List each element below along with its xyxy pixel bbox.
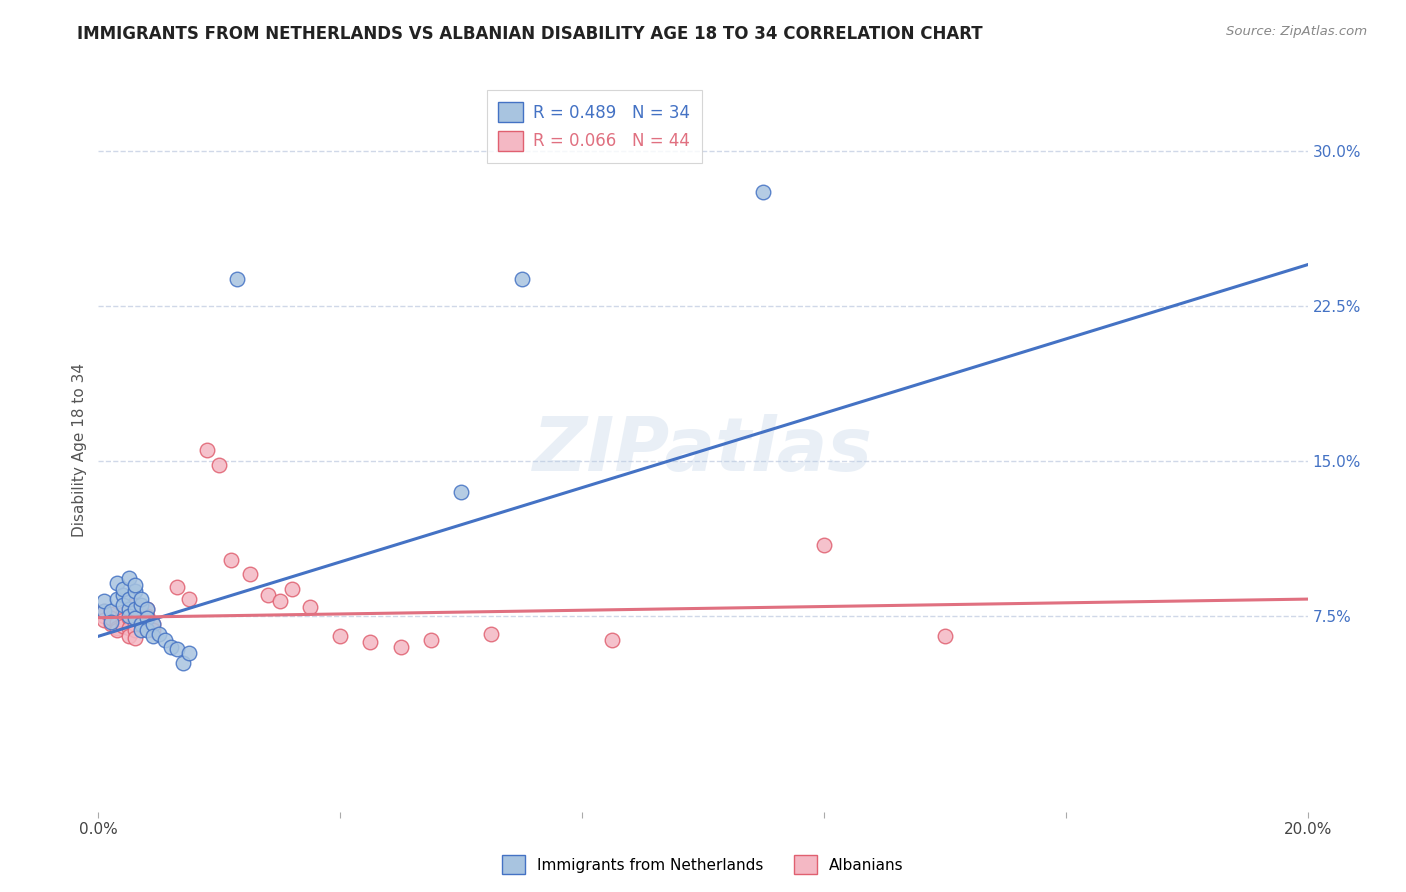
Point xyxy=(142,623,165,637)
Point xyxy=(100,605,122,619)
Point xyxy=(129,623,152,637)
Point xyxy=(129,592,152,607)
Point xyxy=(124,599,146,613)
Point xyxy=(111,619,134,633)
Point xyxy=(221,553,243,567)
Point xyxy=(118,610,141,624)
Point xyxy=(124,616,146,631)
Point xyxy=(166,641,188,656)
Point xyxy=(239,567,262,582)
Point xyxy=(135,602,157,616)
Point xyxy=(93,594,115,608)
Point xyxy=(124,602,146,616)
Point xyxy=(226,272,249,286)
Point xyxy=(172,656,194,670)
Point xyxy=(118,602,141,616)
Point xyxy=(179,592,201,607)
Point xyxy=(129,599,152,613)
Point xyxy=(118,608,141,623)
Point xyxy=(93,613,115,627)
Point xyxy=(481,627,503,641)
Point xyxy=(208,458,231,472)
Point xyxy=(420,633,443,648)
Point xyxy=(752,186,775,200)
Point xyxy=(124,610,146,624)
Point xyxy=(105,615,128,629)
Point xyxy=(360,635,382,649)
Point xyxy=(111,607,134,621)
Legend: R = 0.489   N = 34, R = 0.066   N = 44: R = 0.489 N = 34, R = 0.066 N = 44 xyxy=(486,90,702,162)
Point xyxy=(93,605,115,619)
Point xyxy=(93,605,115,619)
Point xyxy=(135,602,157,616)
Point xyxy=(135,610,157,624)
Point xyxy=(160,640,183,654)
Point xyxy=(105,621,128,635)
Point xyxy=(124,632,146,646)
Point xyxy=(135,608,157,623)
Point xyxy=(510,272,533,286)
Point xyxy=(129,615,152,629)
Point xyxy=(195,443,218,458)
Point xyxy=(135,623,157,637)
Point xyxy=(118,621,141,635)
Point xyxy=(124,608,146,623)
Point xyxy=(329,629,352,643)
Point xyxy=(118,629,141,643)
Point xyxy=(105,592,128,607)
Point xyxy=(100,607,122,621)
Point xyxy=(153,633,176,648)
Point xyxy=(269,594,291,608)
Point xyxy=(124,623,146,637)
Point xyxy=(111,588,134,602)
Point xyxy=(934,629,956,643)
Point xyxy=(129,616,152,631)
Point xyxy=(179,646,201,660)
Point xyxy=(389,640,412,654)
Point xyxy=(813,538,835,552)
Point xyxy=(105,575,128,590)
Point xyxy=(281,582,304,596)
Point xyxy=(93,608,115,623)
Point xyxy=(142,616,165,631)
Point xyxy=(602,633,624,648)
Y-axis label: Disability Age 18 to 34: Disability Age 18 to 34 xyxy=(72,363,87,538)
Point xyxy=(299,600,322,615)
Point xyxy=(148,627,170,641)
Text: Source: ZipAtlas.com: Source: ZipAtlas.com xyxy=(1226,25,1367,38)
Point xyxy=(118,592,141,607)
Text: ZIPatlas: ZIPatlas xyxy=(533,414,873,487)
Point xyxy=(142,616,165,631)
Point xyxy=(124,583,146,598)
Point xyxy=(100,610,122,624)
Text: IMMIGRANTS FROM NETHERLANDS VS ALBANIAN DISABILITY AGE 18 TO 34 CORRELATION CHAR: IMMIGRANTS FROM NETHERLANDS VS ALBANIAN … xyxy=(77,25,983,43)
Point xyxy=(100,616,122,631)
Legend: Immigrants from Netherlands, Albanians: Immigrants from Netherlands, Albanians xyxy=(496,849,910,880)
Point xyxy=(450,484,472,499)
Point xyxy=(100,615,122,629)
Point xyxy=(111,613,134,627)
Point xyxy=(118,571,141,585)
Point xyxy=(124,577,146,591)
Point xyxy=(105,623,128,637)
Point xyxy=(111,599,134,613)
Point xyxy=(111,582,134,596)
Point xyxy=(142,629,165,643)
Point xyxy=(129,605,152,619)
Point xyxy=(166,580,188,594)
Point xyxy=(256,588,278,602)
